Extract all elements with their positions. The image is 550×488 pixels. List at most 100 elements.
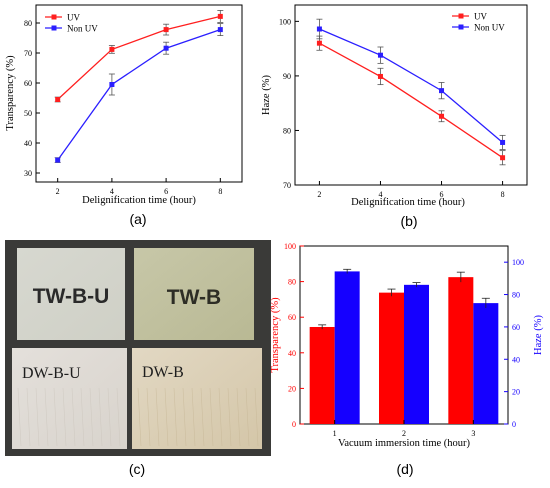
wood-grain-streak	[80, 387, 85, 447]
panel-label-d: (d)	[396, 461, 413, 477]
chart-a-y-ticks: 30 40 50 60 70 80	[24, 19, 40, 178]
y-tick-label-left: 60	[288, 313, 296, 322]
legend-nonuv-marker	[51, 25, 57, 31]
legend-uv-label: UV	[67, 13, 80, 23]
legend-uv-marker	[51, 14, 57, 20]
data-point	[217, 27, 223, 33]
chart-a-series	[54, 9, 224, 163]
wood-grain-streak	[209, 387, 214, 447]
sample-tw-b-label: TW-B	[167, 286, 221, 309]
chart-d-series	[309, 268, 499, 424]
bar	[379, 292, 404, 424]
wood-grain-streak	[227, 387, 232, 447]
chart-d-y-label-right: Haze (%)	[533, 315, 544, 355]
y-tick-label: 70	[24, 49, 32, 58]
y-tick-label: 90	[283, 72, 291, 81]
wood-grain-streak	[200, 387, 205, 447]
y-tick-label-right: 80	[512, 291, 520, 300]
chart-b-frame	[294, 4, 528, 186]
data-point	[163, 27, 169, 33]
y-tick-label: 80	[24, 19, 32, 28]
wood-grain-streak	[98, 387, 103, 447]
data-point	[55, 157, 61, 163]
chart-d-right-y-ticks: 0 20 40 60 80 100	[504, 258, 524, 429]
wood-grain-streak	[173, 387, 178, 447]
y-tick-label-left: 100	[284, 242, 296, 251]
x-tick-label: 6	[440, 190, 444, 199]
data-point	[109, 82, 115, 87]
data-point	[377, 52, 383, 58]
y-tick-label-right: 60	[512, 323, 520, 332]
panel-label-a: (a)	[129, 211, 146, 227]
sample-dw-b	[132, 348, 262, 449]
sample-dw-b-u	[12, 348, 127, 449]
y-tick-label-left: 40	[288, 349, 296, 358]
chart-b-haze: 70 80 90 100 2 4 6 8 UV Non UV Delignification…	[261, 4, 528, 229]
legend-nonuv-label: Non UV	[474, 23, 505, 33]
data-point	[439, 113, 445, 119]
series-line-1	[319, 28, 504, 143]
bar	[473, 303, 499, 424]
chart-a-frame	[35, 4, 243, 183]
wood-grain-streak	[62, 387, 67, 447]
data-point	[55, 97, 61, 102]
wood-grain-streak	[53, 387, 58, 447]
chart-d-left-y-ticks: 0 20 40 60 80 100	[284, 242, 304, 429]
sample-tw-b-u	[17, 248, 125, 340]
chart-b-y-ticks: 70 80 90 100	[279, 17, 299, 190]
x-tick-label: 4	[378, 190, 382, 199]
x-tick-label: 6	[164, 187, 168, 196]
chart-a-x-ticks: 2 4 6 8	[56, 178, 222, 196]
series-line-0	[319, 42, 503, 159]
bar	[404, 284, 429, 424]
wood-grain-streak	[146, 387, 151, 447]
wood-grain-streak	[89, 387, 94, 447]
data-point	[217, 13, 223, 19]
panel-label-b: (b)	[400, 213, 417, 229]
wood-grain-streak	[218, 387, 223, 447]
y-tick-label: 100	[279, 17, 291, 26]
data-point	[163, 45, 169, 51]
sample-tw-b	[134, 248, 254, 340]
data-point	[316, 26, 322, 32]
y-tick-label-left: 0	[292, 420, 296, 429]
y-tick-label: 30	[24, 169, 32, 178]
wood-grain-streak	[44, 387, 49, 447]
chart-b-y-label: Haze (%)	[261, 75, 272, 115]
y-tick-label: 60	[24, 79, 32, 88]
wood-grain-streak	[155, 387, 160, 447]
y-tick-label-right: 40	[512, 355, 520, 364]
wood-grain-streak	[71, 387, 76, 447]
y-tick-label-right: 0	[512, 420, 516, 429]
bar	[448, 277, 474, 424]
y-tick-label: 80	[283, 126, 291, 135]
data-point	[500, 139, 506, 145]
sample-tw-b-u-label: TW-B-U	[33, 285, 110, 308]
wood-grain-streak	[236, 387, 241, 447]
x-tick-label: 4	[110, 187, 114, 196]
x-tick-label: 2	[402, 429, 406, 438]
chart-a-x-label: Delignification time (hour)	[82, 195, 196, 206]
y-tick-label: 70	[283, 181, 291, 190]
bar	[334, 271, 360, 424]
data-point	[316, 40, 322, 46]
wood-grain-streak	[17, 387, 22, 447]
chart-d-x-label: Vacuum immersion time (hour)	[338, 438, 471, 449]
y-tick-label-left: 20	[288, 384, 296, 393]
x-tick-label: 3	[471, 429, 475, 438]
legend-uv-marker	[458, 13, 464, 19]
panel-label-c: (c)	[129, 461, 145, 477]
x-tick-label: 8	[218, 187, 222, 196]
wood-grain-streak	[164, 387, 169, 447]
x-tick-label: 2	[56, 187, 60, 196]
wood-grain-streak	[116, 387, 121, 447]
legend-nonuv-marker	[458, 24, 464, 30]
wood-grain-streak	[26, 387, 31, 447]
y-tick-label-right: 20	[512, 388, 520, 397]
data-point	[109, 46, 115, 52]
chart-b-legend: UV Non UV	[452, 12, 505, 33]
x-tick-label: 1	[333, 429, 337, 438]
chart-a-legend: UV Non UV	[45, 13, 98, 34]
y-tick-label: 40	[24, 139, 32, 148]
